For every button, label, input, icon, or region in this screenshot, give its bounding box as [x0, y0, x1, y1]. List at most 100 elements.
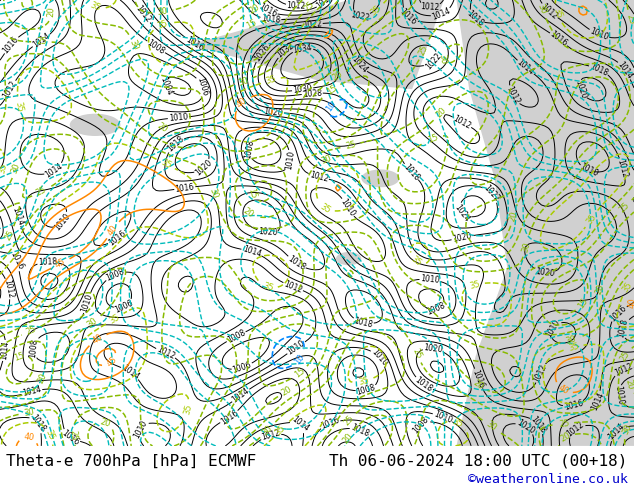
Text: 20: 20 [508, 210, 519, 222]
Text: 1014: 1014 [44, 161, 65, 179]
Text: 20: 20 [47, 6, 56, 17]
Text: Theta-e 700hPa [hPa] ECMWF: Theta-e 700hPa [hPa] ECMWF [6, 454, 257, 469]
Text: 1012: 1012 [616, 158, 630, 179]
Text: 1016: 1016 [563, 398, 584, 412]
Text: 30: 30 [320, 154, 333, 166]
Text: 1014: 1014 [616, 60, 634, 80]
Text: 1020: 1020 [263, 107, 283, 118]
Text: 1022: 1022 [302, 19, 322, 29]
Text: 35: 35 [182, 403, 193, 416]
Ellipse shape [361, 170, 399, 187]
Text: 35: 35 [13, 100, 24, 113]
Text: 15: 15 [245, 18, 259, 31]
Text: 1010: 1010 [285, 339, 307, 357]
Text: 1010: 1010 [420, 274, 440, 285]
Text: 1020: 1020 [423, 343, 443, 355]
Text: 15: 15 [246, 187, 257, 200]
Text: 1018: 1018 [353, 316, 373, 329]
Text: 1012: 1012 [613, 362, 634, 378]
Text: 1006: 1006 [231, 360, 253, 375]
Text: 1012: 1012 [565, 420, 586, 439]
Text: 1008: 1008 [226, 328, 247, 345]
Ellipse shape [70, 114, 120, 136]
Text: 15: 15 [13, 351, 25, 363]
Text: 1014: 1014 [31, 31, 52, 50]
Text: 45: 45 [54, 257, 67, 270]
Text: 35: 35 [451, 417, 464, 430]
Text: Th 06-06-2024 18:00 UTC (00+18): Th 06-06-2024 18:00 UTC (00+18) [329, 454, 628, 469]
Text: 1014: 1014 [22, 385, 42, 398]
Text: 1016: 1016 [257, 2, 278, 19]
Text: 1020: 1020 [515, 418, 536, 436]
Text: ©weatheronline.co.uk: ©weatheronline.co.uk [468, 473, 628, 487]
Text: 20: 20 [471, 378, 485, 392]
Text: 1010: 1010 [544, 318, 561, 339]
Text: 30: 30 [535, 2, 548, 16]
Text: 1022: 1022 [350, 10, 370, 23]
Text: 1032: 1032 [276, 41, 296, 60]
Text: 35: 35 [44, 428, 56, 441]
Text: 15: 15 [325, 83, 339, 97]
Text: 1012: 1012 [155, 345, 176, 361]
Text: 1016: 1016 [608, 303, 628, 323]
Text: 35: 35 [358, 376, 370, 387]
Text: 1014: 1014 [314, 0, 335, 10]
Text: 1012: 1012 [261, 429, 281, 442]
Text: 1026: 1026 [252, 43, 271, 64]
Text: 1012: 1012 [505, 85, 522, 106]
Text: 25: 25 [342, 414, 356, 428]
Text: 1008: 1008 [146, 38, 167, 56]
Text: 35: 35 [567, 342, 579, 353]
Text: 20: 20 [280, 385, 294, 398]
Text: 1014: 1014 [607, 422, 626, 442]
Text: 20: 20 [36, 372, 48, 385]
Text: 40: 40 [556, 383, 570, 396]
Text: 25: 25 [619, 349, 632, 363]
Text: 30: 30 [207, 187, 219, 200]
Text: 1018: 1018 [349, 422, 371, 439]
Text: 35: 35 [585, 212, 598, 226]
Text: 1010: 1010 [284, 150, 296, 171]
Text: 1014: 1014 [515, 58, 536, 77]
Text: 1016: 1016 [60, 428, 81, 447]
Text: 1020: 1020 [257, 227, 278, 237]
Text: 30: 30 [564, 334, 576, 345]
Text: 1020: 1020 [451, 231, 472, 244]
Text: 25: 25 [68, 429, 78, 440]
Text: 35: 35 [0, 162, 9, 174]
Text: 10: 10 [293, 352, 306, 366]
Text: 30: 30 [85, 316, 99, 329]
Text: 1020: 1020 [573, 79, 588, 100]
Text: 1008: 1008 [356, 383, 377, 397]
Text: 1022: 1022 [424, 51, 443, 71]
Text: 1016: 1016 [174, 182, 195, 194]
Text: 1018: 1018 [401, 162, 421, 182]
Text: 40: 40 [23, 432, 34, 443]
Text: 30: 30 [484, 419, 498, 433]
Text: 35: 35 [621, 281, 634, 294]
Text: 15: 15 [292, 367, 306, 380]
Text: 1016: 1016 [320, 416, 340, 431]
Text: 35: 35 [273, 424, 287, 438]
Text: 1022: 1022 [482, 183, 501, 203]
Text: 25: 25 [558, 418, 569, 429]
Text: 1016: 1016 [470, 368, 486, 389]
Text: 35: 35 [159, 158, 172, 171]
Text: 20: 20 [559, 431, 572, 444]
Text: 30: 30 [521, 241, 531, 253]
Text: 1012: 1012 [1, 79, 19, 100]
Text: 1010: 1010 [169, 112, 188, 123]
Text: 1010: 1010 [588, 27, 609, 42]
Text: 1016: 1016 [219, 408, 240, 426]
Text: 1012: 1012 [134, 4, 153, 25]
Text: 30: 30 [621, 422, 633, 436]
Text: 20: 20 [242, 206, 256, 220]
Text: 25: 25 [302, 0, 316, 14]
Text: 1012: 1012 [2, 279, 15, 299]
Text: 1024: 1024 [453, 202, 471, 223]
Text: 1014: 1014 [590, 391, 605, 412]
Text: 30: 30 [10, 162, 22, 175]
Text: 20: 20 [248, 2, 262, 15]
Text: 1030: 1030 [292, 84, 313, 96]
Text: 25: 25 [36, 37, 47, 47]
